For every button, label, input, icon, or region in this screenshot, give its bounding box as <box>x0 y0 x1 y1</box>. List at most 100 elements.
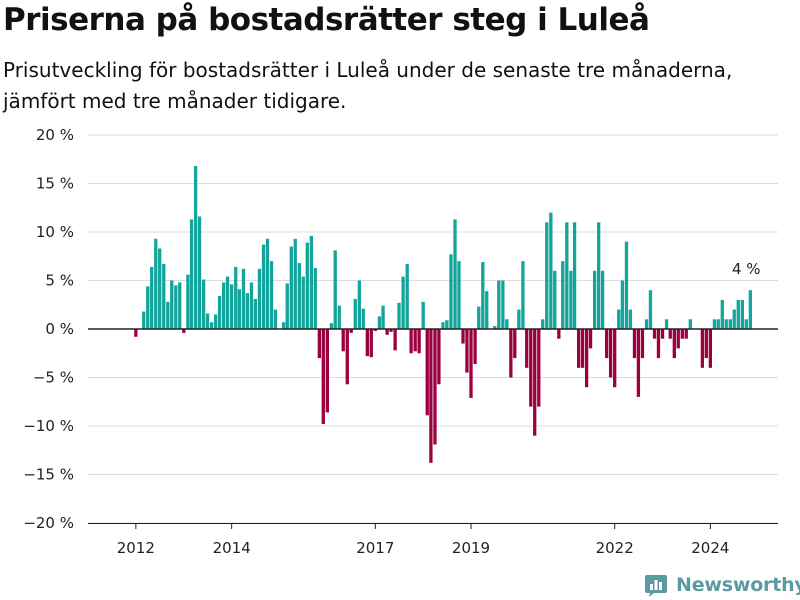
bar <box>146 286 150 329</box>
bar <box>592 270 597 329</box>
y-tick-label: −10 % <box>23 417 74 435</box>
bar <box>613 329 617 388</box>
bar <box>712 319 717 329</box>
bar <box>150 266 154 329</box>
bar <box>433 329 437 445</box>
bar <box>257 268 262 329</box>
bar <box>584 329 589 388</box>
bar <box>716 319 720 329</box>
bar <box>617 309 621 329</box>
bar <box>293 238 297 329</box>
bar <box>576 329 581 368</box>
bar <box>158 248 162 329</box>
bar <box>437 329 441 385</box>
bar <box>748 290 752 329</box>
bar <box>545 222 549 329</box>
bar <box>644 319 649 329</box>
y-tick-label: 0 % <box>45 320 74 338</box>
bar <box>134 329 138 337</box>
bar <box>329 323 334 329</box>
last-value-annotation: 4 % <box>732 260 761 278</box>
bar <box>237 289 242 329</box>
bar <box>234 266 238 329</box>
bar <box>744 319 748 329</box>
bar <box>285 283 289 329</box>
bar <box>457 261 461 329</box>
bar <box>337 305 341 329</box>
bar <box>445 320 449 329</box>
bar <box>365 329 369 357</box>
bar <box>477 306 481 329</box>
bar <box>249 282 254 329</box>
bar <box>361 308 365 329</box>
bar <box>453 219 457 329</box>
bar <box>672 329 676 359</box>
bar <box>197 216 202 329</box>
bar <box>628 309 633 329</box>
bar <box>321 329 325 425</box>
bar <box>620 280 625 329</box>
bar <box>297 263 301 329</box>
bar <box>393 329 397 351</box>
bar <box>517 309 521 329</box>
bar <box>142 311 146 329</box>
bar <box>680 329 684 339</box>
y-tick-label: 20 % <box>36 126 74 144</box>
bar <box>728 319 732 329</box>
bar <box>241 268 246 329</box>
bar <box>289 246 293 329</box>
bar <box>525 329 529 368</box>
bar <box>166 301 170 329</box>
bar <box>186 274 190 329</box>
bar <box>732 309 736 329</box>
bar <box>162 264 166 329</box>
bar <box>537 329 541 407</box>
bar <box>421 301 425 329</box>
bar <box>572 222 577 329</box>
bar <box>281 322 286 329</box>
x-tick-label: 2012 <box>117 539 155 557</box>
bar <box>333 250 337 329</box>
bar <box>405 264 409 329</box>
bar <box>501 280 505 329</box>
bar <box>305 242 309 329</box>
bar <box>201 279 206 329</box>
bar <box>580 329 585 368</box>
bar <box>193 166 198 329</box>
bar <box>569 270 573 329</box>
chart-subtitle: Prisutveckling för bostadsrätter i Luleå… <box>3 58 733 113</box>
bar <box>429 329 433 463</box>
chart-title: Priserna på bostadsrätter steg i Luleå <box>3 2 650 38</box>
bar <box>369 329 373 358</box>
bar <box>265 238 270 329</box>
bar <box>668 329 672 339</box>
bar <box>541 319 545 329</box>
bar <box>684 329 688 339</box>
bar <box>509 329 513 378</box>
bar <box>465 329 469 373</box>
bar <box>353 298 357 329</box>
bar <box>385 329 389 335</box>
bar <box>357 280 361 329</box>
bar <box>417 329 421 354</box>
bar <box>740 299 744 329</box>
bar <box>222 282 226 329</box>
bar <box>624 241 629 329</box>
bar <box>225 276 230 329</box>
bar <box>449 254 453 329</box>
y-axis-tick-labels: 20 % 15 % 10 % 5 % 0 % −5 % −10 % −15 % −20 % <box>23 126 74 532</box>
bar <box>605 329 609 359</box>
bar <box>389 329 393 332</box>
bar <box>217 296 222 329</box>
bar <box>253 298 258 329</box>
y-tick-label: 15 % <box>36 175 74 193</box>
bar <box>189 219 194 329</box>
bar <box>301 276 305 329</box>
bar <box>708 329 713 368</box>
bar <box>688 319 692 329</box>
bar <box>513 329 517 359</box>
x-axis: 2012 2014 2017 2019 2022 2024 <box>88 523 778 557</box>
bar <box>441 322 445 329</box>
bar <box>676 329 680 349</box>
bar <box>461 329 465 344</box>
